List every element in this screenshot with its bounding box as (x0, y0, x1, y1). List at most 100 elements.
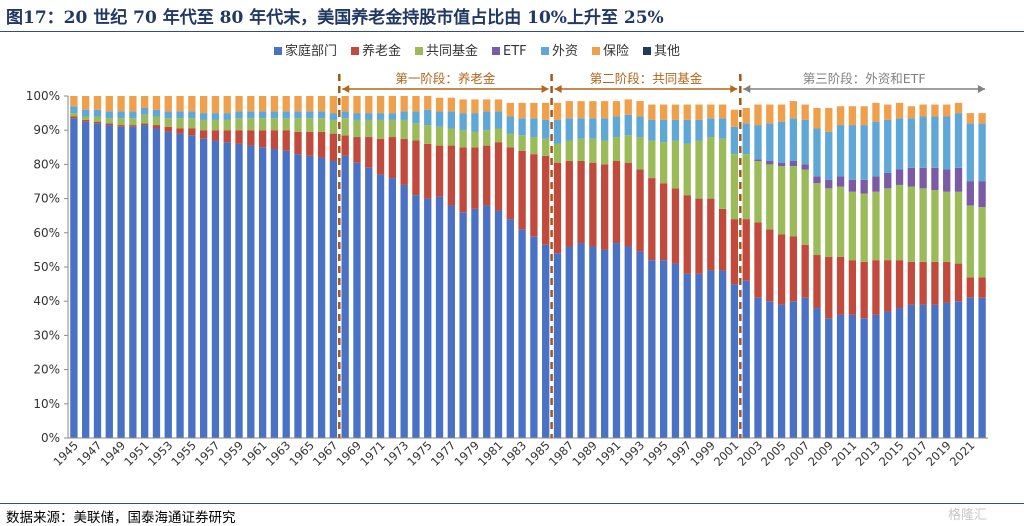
bar-1954-养老金 (176, 128, 184, 134)
bar-1958-共同基金 (223, 119, 231, 131)
x-tick-label: 2001 (711, 438, 742, 469)
y-tick-label: 80% (33, 157, 60, 171)
bar-1986-共同基金 (553, 143, 562, 163)
bar-2008-家庭部门 (813, 308, 821, 438)
bar-2003-共同基金 (754, 160, 762, 223)
bar-1968-家庭部门 (341, 155, 349, 438)
bar-2021-家庭部门 (966, 297, 974, 438)
x-tick-label: 1947 (74, 438, 105, 469)
bar-2013-家庭部门 (872, 314, 880, 438)
bar-1971-保险 (376, 96, 385, 114)
bar-2011-外资 (848, 125, 857, 180)
bar-1956-共同基金 (199, 119, 208, 131)
bar-2005-保险 (777, 104, 786, 122)
bar-1955-养老金 (188, 128, 196, 136)
bar-1961-保险 (258, 96, 267, 112)
x-tick-label: 1969 (333, 438, 364, 469)
bar-2005-家庭部门 (777, 304, 786, 438)
bar-1995-共同基金 (659, 142, 668, 184)
bar-1951-养老金 (141, 123, 149, 126)
bar-1971-共同基金 (376, 119, 385, 139)
bar-1984-共同基金 (530, 137, 538, 155)
bar-1996-养老金 (671, 188, 680, 264)
bar-1959-家庭部门 (235, 143, 243, 438)
bar-1953-养老金 (164, 126, 172, 132)
bar-1957-共同基金 (211, 119, 220, 131)
bar-1997-家庭部门 (683, 273, 691, 438)
phase-arrow-right (730, 85, 738, 93)
bar-2009-外资 (825, 131, 833, 180)
x-tick-label: 1963 (263, 438, 294, 469)
bar-1967-家庭部门 (329, 160, 338, 439)
bar-2003-ETF (754, 159, 762, 161)
bar-1974-养老金 (412, 140, 420, 196)
bar-1952-外资 (152, 109, 161, 117)
bar-1973-共同基金 (400, 119, 408, 139)
bar-1997-共同基金 (683, 143, 691, 196)
bar-2010-养老金 (836, 256, 845, 315)
bar-1976-养老金 (435, 145, 444, 197)
bar-1970-共同基金 (365, 119, 373, 138)
bar-2012-共同基金 (860, 193, 868, 262)
bar-2003-外资 (754, 125, 762, 160)
bar-2009-共同基金 (825, 188, 833, 257)
bar-1999-外资 (707, 118, 715, 138)
bar-1977-家庭部门 (447, 205, 455, 438)
bar-2020-ETF (954, 167, 963, 192)
bar-2004-ETF (766, 160, 774, 165)
bar-2010-ETF (836, 176, 845, 187)
bar-1997-外资 (683, 119, 691, 144)
phase-label: 第三阶段：外资和ETF (803, 71, 926, 86)
bar-1981-养老金 (494, 142, 503, 211)
stacked-bar-chart: 家庭部门 养老金 共同基金 ETF 外资 保险 其他 0% 10% 20% 30% 40% 50% 60%… (26, 43, 988, 469)
bar-1958-养老金 (223, 130, 231, 143)
bar-2014-外资 (884, 119, 892, 173)
bar-2019-ETF (943, 169, 951, 192)
bar-2008-养老金 (813, 255, 821, 309)
y-tick-label: 70% (33, 192, 60, 206)
bar-1991-养老金 (612, 160, 621, 244)
bar-1999-共同基金 (707, 137, 715, 199)
bar-1988-养老金 (577, 160, 585, 244)
bar-2001-外资 (730, 126, 739, 155)
bar-1951-共同基金 (141, 114, 149, 124)
x-tick-label: 2015 (876, 438, 907, 469)
bar-1972-共同基金 (388, 119, 397, 138)
bar-1965-保险 (306, 96, 314, 112)
bar-1958-外资 (223, 113, 231, 120)
bar-1967-共同基金 (329, 119, 338, 134)
bar-1969-养老金 (353, 137, 361, 163)
bar-1981-共同基金 (494, 128, 503, 143)
bar-2002-共同基金 (742, 154, 750, 220)
bar-2004-共同基金 (766, 164, 774, 230)
bar-1988-保险 (577, 101, 585, 119)
bar-1992-家庭部门 (624, 246, 632, 438)
bar-1983-家庭部门 (518, 229, 526, 438)
bar-1968-共同基金 (341, 118, 349, 136)
x-tick-label: 1987 (546, 438, 577, 469)
bar-2020-家庭部门 (954, 301, 963, 438)
bar-2020-共同基金 (954, 191, 963, 264)
bar-2010-共同基金 (836, 186, 845, 257)
bar-1992-养老金 (624, 162, 632, 247)
bar-1956-外资 (199, 113, 208, 120)
bar-1983-保险 (518, 102, 526, 119)
bar-1965-家庭部门 (306, 155, 314, 438)
bar-1949-保险 (117, 96, 125, 112)
x-tick-label: 1959 (216, 438, 247, 469)
bar-1991-家庭部门 (612, 243, 621, 438)
x-tick-label: 1953 (145, 438, 176, 469)
bar-2012-养老金 (860, 261, 868, 319)
x-tick-label: 1951 (121, 438, 152, 469)
bar-1947-外资 (93, 109, 102, 117)
bar-1990-共同基金 (601, 140, 609, 165)
bar-1962-外资 (270, 111, 279, 119)
bar-2021-ETF (966, 181, 974, 206)
bar-1981-家庭部门 (494, 210, 503, 438)
bar-1985-外资 (542, 119, 550, 139)
bar-2011-养老金 (848, 260, 857, 315)
bar-2022-养老金 (978, 277, 986, 298)
bar-1966-养老金 (317, 131, 326, 158)
source-note: 数据来源：美联储，国泰海通证券研究 (6, 510, 236, 526)
legend-swatch-家庭部门 (274, 47, 282, 55)
